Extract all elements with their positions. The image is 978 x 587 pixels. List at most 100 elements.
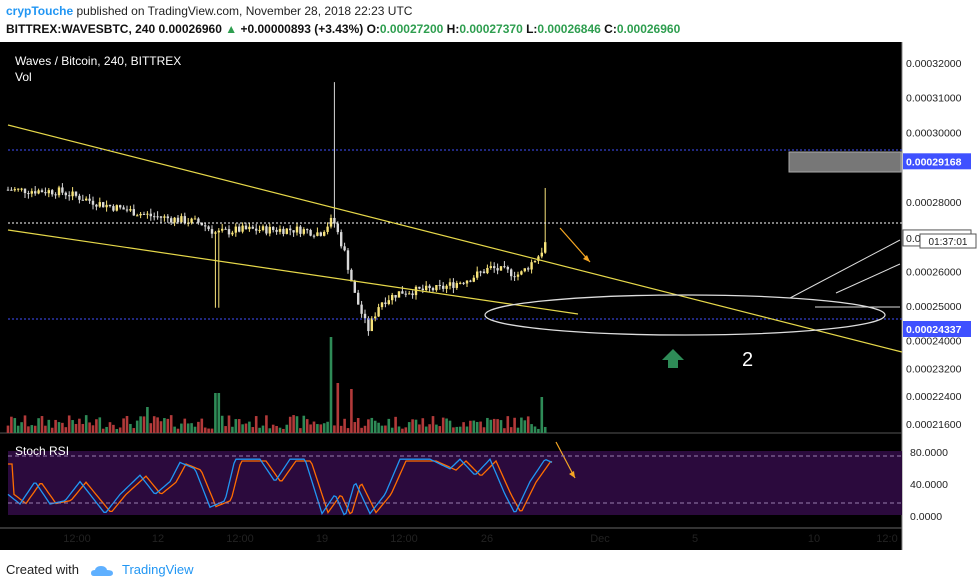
high-value: 0.00027370: [459, 22, 523, 36]
candle-body: [353, 281, 356, 293]
volume-bar: [275, 425, 278, 433]
volume-bar: [139, 416, 142, 433]
last-price: 0.00026960: [158, 22, 222, 36]
volume-bars: [6, 337, 547, 433]
candle-body: [404, 293, 407, 295]
volume-bar: [6, 425, 10, 433]
candle-body: [214, 232, 217, 234]
volume-bar: [530, 424, 533, 433]
volume-bar: [88, 422, 91, 433]
volume-bar: [234, 419, 238, 433]
candle-body: [469, 280, 472, 282]
volume-bar: [74, 423, 78, 433]
candle-body: [411, 293, 414, 296]
candle-body: [173, 217, 176, 223]
countdown-box: [919, 233, 977, 249]
callout-line-2: [835, 263, 901, 294]
volume-bar: [503, 428, 506, 433]
volume-bar: [424, 426, 428, 433]
tradingview-logo-icon: [90, 565, 113, 576]
volume-bar: [200, 418, 204, 433]
volume-bar: [108, 422, 112, 433]
candle-body: [163, 216, 166, 218]
volume-bar: [57, 422, 61, 433]
volume-bar: [394, 416, 397, 433]
publish-text: published on TradingView.com, November 2…: [76, 4, 413, 18]
candle-body: [431, 288, 435, 291]
candle-body: [71, 191, 74, 197]
volume-bar: [91, 425, 95, 433]
target-ellipse[interactable]: [484, 294, 886, 336]
candle-body: [472, 277, 475, 282]
candle-body: [234, 226, 237, 233]
candle-body: [462, 282, 465, 284]
candle-body: [136, 215, 139, 217]
candle-body: [380, 302, 384, 308]
candle-body: [397, 291, 401, 298]
volume-bar: [455, 426, 459, 433]
candle-body: [112, 206, 115, 211]
volume-bar: [176, 428, 180, 433]
candle-body: [510, 269, 513, 277]
candle-body: [459, 282, 462, 284]
stoch-ticks: 80.0000 40.0000 0.0000: [910, 447, 948, 523]
candle-body: [51, 190, 54, 195]
candles: [6, 82, 547, 336]
volume-bar: [71, 420, 74, 433]
volume-bar: [37, 418, 40, 433]
candle-body: [224, 228, 227, 230]
volume-bar: [533, 426, 537, 433]
candle-body: [244, 225, 248, 230]
volume-bar: [407, 422, 411, 433]
volume-bar: [101, 428, 105, 433]
volume-bar: [169, 415, 173, 433]
upper-trendline[interactable]: [7, 124, 903, 353]
close-label: C:: [604, 22, 617, 36]
volume-bar: [309, 424, 312, 433]
candle-body: [323, 231, 326, 236]
candle-body: [302, 229, 305, 234]
volume-bar: [251, 427, 255, 433]
candle-body: [248, 226, 251, 230]
candle-body: [421, 288, 424, 291]
time-tick-label: 12:00: [390, 533, 418, 545]
resistance-zone[interactable]: [788, 151, 902, 173]
change-value: +0.00000893 (+3.43%): [240, 22, 364, 36]
volume-bar: [258, 427, 261, 433]
volume-bar: [135, 420, 139, 433]
candle-body: [37, 190, 40, 194]
candle-body: [496, 268, 499, 271]
volume-bar: [329, 337, 333, 433]
candle-body: [81, 199, 84, 201]
lower-trendline[interactable]: [7, 229, 579, 315]
volume-bar: [482, 427, 486, 433]
volume-bar: [370, 417, 374, 433]
tradingview-link[interactable]: TradingView: [122, 562, 194, 577]
volume-bar: [95, 419, 98, 433]
candle-body: [170, 218, 173, 223]
candle-body: [537, 256, 540, 261]
price-chart[interactable]: 2 Waves / Bitcoin, 240, BITTREX Vol Stoc…: [0, 42, 978, 554]
candle-body: [85, 198, 88, 201]
volume-bar: [537, 428, 540, 433]
volume-bar: [414, 419, 418, 433]
volume-bar: [20, 422, 23, 433]
candle-body: [482, 271, 486, 274]
candle-body: [54, 194, 57, 196]
candle-body: [197, 218, 200, 223]
volume-bar: [333, 425, 336, 433]
candle-body: [156, 216, 159, 218]
volume-bar: [350, 389, 353, 433]
candle-body: [340, 232, 343, 247]
price-tick-label: 0.00030000: [906, 127, 962, 139]
candle-body: [207, 226, 210, 230]
candle-body: [493, 266, 496, 269]
candle-body: [377, 307, 380, 317]
volume-bar: [435, 424, 438, 433]
candle-body: [180, 216, 183, 223]
candle-body: [329, 217, 333, 227]
stoch-tick-label: 40.0000: [910, 479, 948, 491]
author-link[interactable]: crypTouche: [6, 4, 74, 18]
volume-bar: [159, 421, 163, 433]
candle-body: [425, 285, 428, 291]
